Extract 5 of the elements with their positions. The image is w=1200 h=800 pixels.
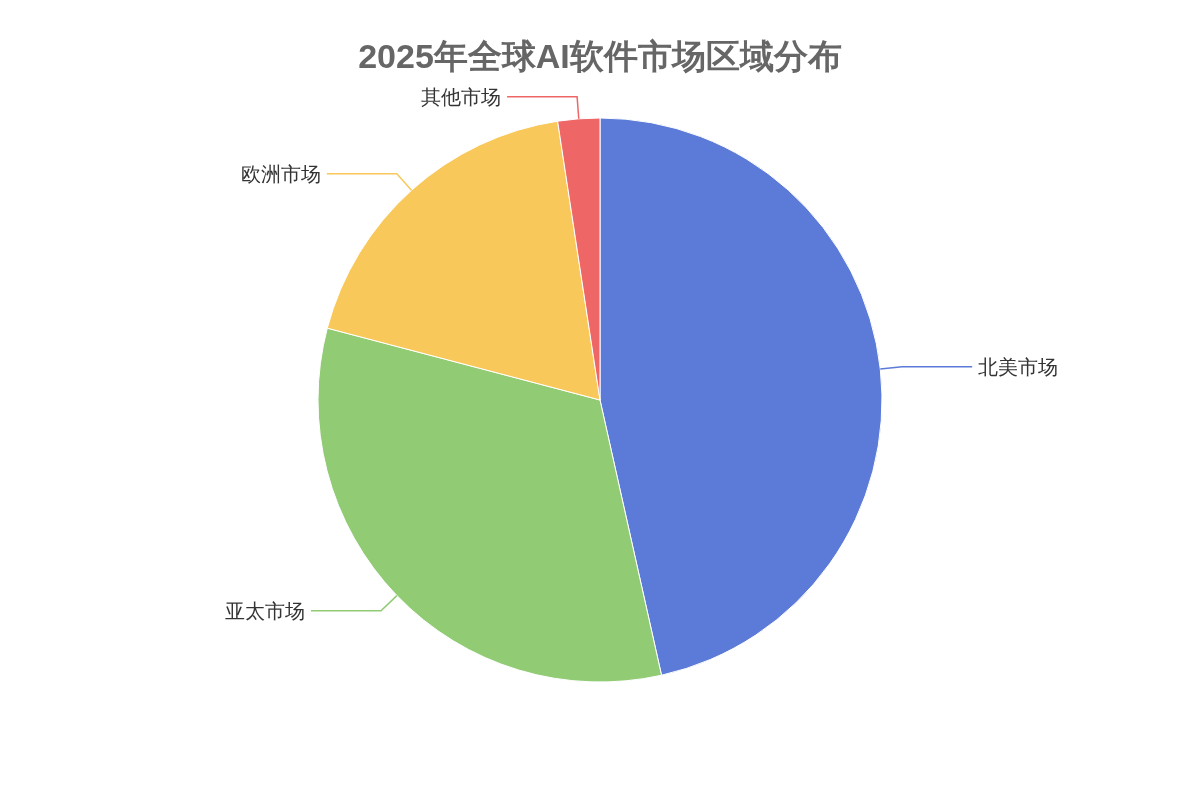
slice-label: 欧洲市场 (240, 162, 321, 185)
slice-label: 亚太市场 (225, 599, 306, 622)
slice-label: 北美市场 (978, 355, 1059, 378)
chart-title: 2025年全球AI软件市场区域分布 (358, 37, 842, 75)
slice-label: 其他市场 (421, 85, 502, 108)
